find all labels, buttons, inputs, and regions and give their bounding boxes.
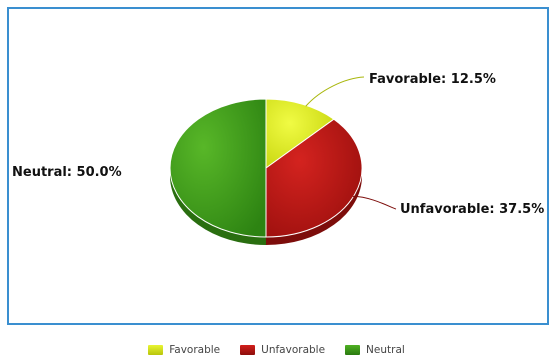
legend-item-favorable[interactable]: Favorable [148, 344, 220, 356]
pie-side-unfavorable [266, 168, 362, 245]
legend-item-neutral[interactable]: Neutral [345, 344, 405, 356]
leader-line-favorable [305, 76, 365, 107]
legend-swatch-unfavorable [240, 345, 256, 355]
pie-slice-favorable[interactable] [265, 98, 335, 169]
data-label-unfavorable: Unfavorable: 37.5% [400, 202, 544, 217]
pie-slice-unfavorable[interactable] [265, 118, 363, 238]
legend-label-unfavorable: Unfavorable [261, 344, 326, 356]
data-label-neutral: Neutral: 50.0% [12, 165, 122, 180]
legend-item-unfavorable[interactable]: Unfavorable [240, 344, 325, 356]
legend-swatch-neutral [345, 345, 361, 355]
pie-side-neutral [170, 168, 266, 245]
legend-swatch-favorable [148, 345, 164, 355]
legend-label-favorable: Favorable [169, 344, 221, 356]
leader-line-unfavorable [352, 195, 397, 210]
pie-slice-neutral[interactable] [169, 98, 267, 238]
chart-legend: Favorable Unfavorable Neutral [0, 343, 553, 357]
legend-label-neutral: Neutral [366, 344, 405, 356]
data-label-favorable: Favorable: 12.5% [369, 72, 496, 87]
